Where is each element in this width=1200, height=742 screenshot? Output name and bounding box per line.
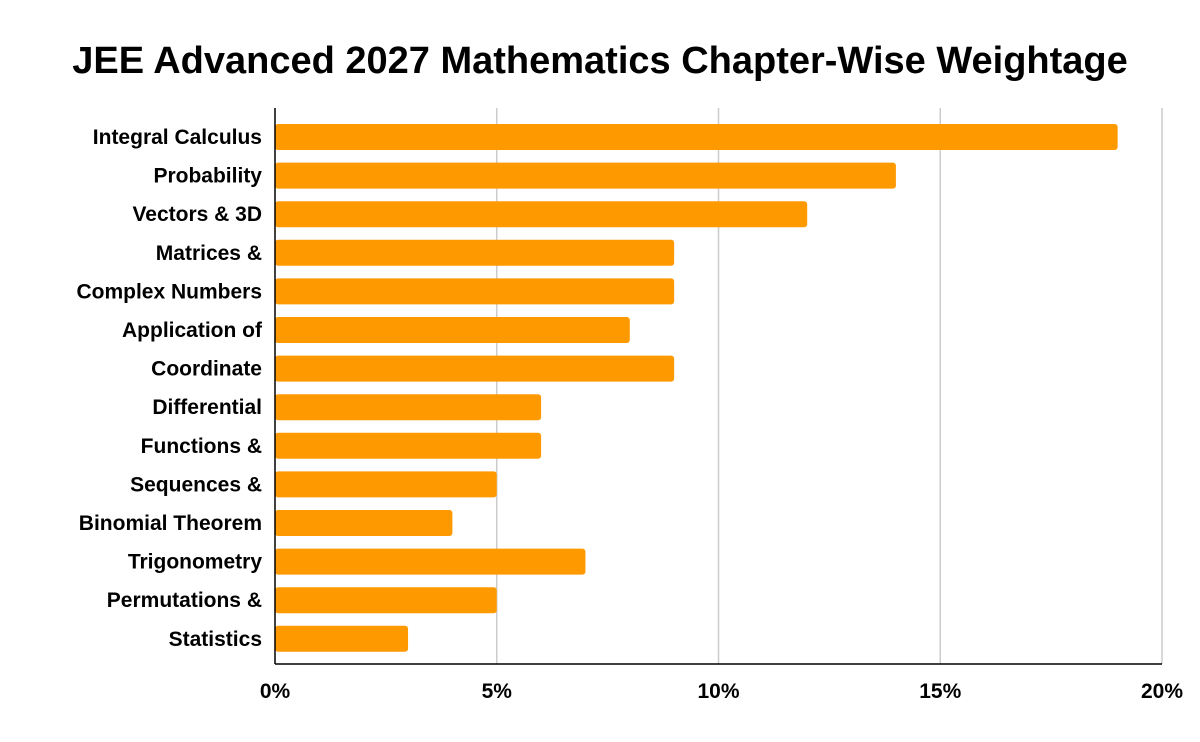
x-tick-labels: 0% 5% 10% 15% 20% [260,680,1184,703]
category-label: Coordinate [151,358,262,381]
x-tick-label: 0% [260,680,291,703]
category-label: Permutations & [107,589,262,612]
bars [275,124,1118,652]
bar-11 [275,548,586,575]
chart-title: JEE Advanced 2027 Mathematics Chapter-Wi… [72,40,1128,82]
bar-2 [275,201,808,228]
x-tick-label: 5% [482,680,513,703]
category-label: Binomial Theorem [79,512,262,535]
bar-3 [275,239,675,266]
category-labels: Integral Calculus Probability Vectors & 3D… [76,126,263,651]
category-label: Complex Numbers [76,280,262,303]
category-label: Trigonometry [128,551,263,574]
category-label: Vectors & 3D [132,203,262,226]
bar-13 [275,625,409,652]
bar-12 [275,587,497,614]
category-label: Functions & [141,435,262,458]
bar-8 [275,432,542,459]
category-label: Statistics [169,628,262,651]
gridlines [496,108,1163,664]
x-tick-label: 15% [919,680,961,703]
x-tick-label: 20% [1141,680,1183,703]
bar-7 [275,394,542,421]
bar-10 [275,510,453,536]
bar-9 [275,471,497,498]
category-label: Application of [122,319,263,342]
bar-4 [275,278,675,305]
category-label: Matrices & [156,242,262,265]
category-label: Integral Calculus [93,126,262,149]
axes [274,108,1162,665]
bar-1 [275,162,896,189]
x-tick-label: 10% [697,680,739,703]
category-label: Probability [153,165,262,188]
bar-0 [275,124,1118,150]
category-label: Differential [152,396,262,419]
bar-6 [275,355,675,382]
bar-5 [275,317,630,343]
category-label: Sequences & [130,473,262,496]
